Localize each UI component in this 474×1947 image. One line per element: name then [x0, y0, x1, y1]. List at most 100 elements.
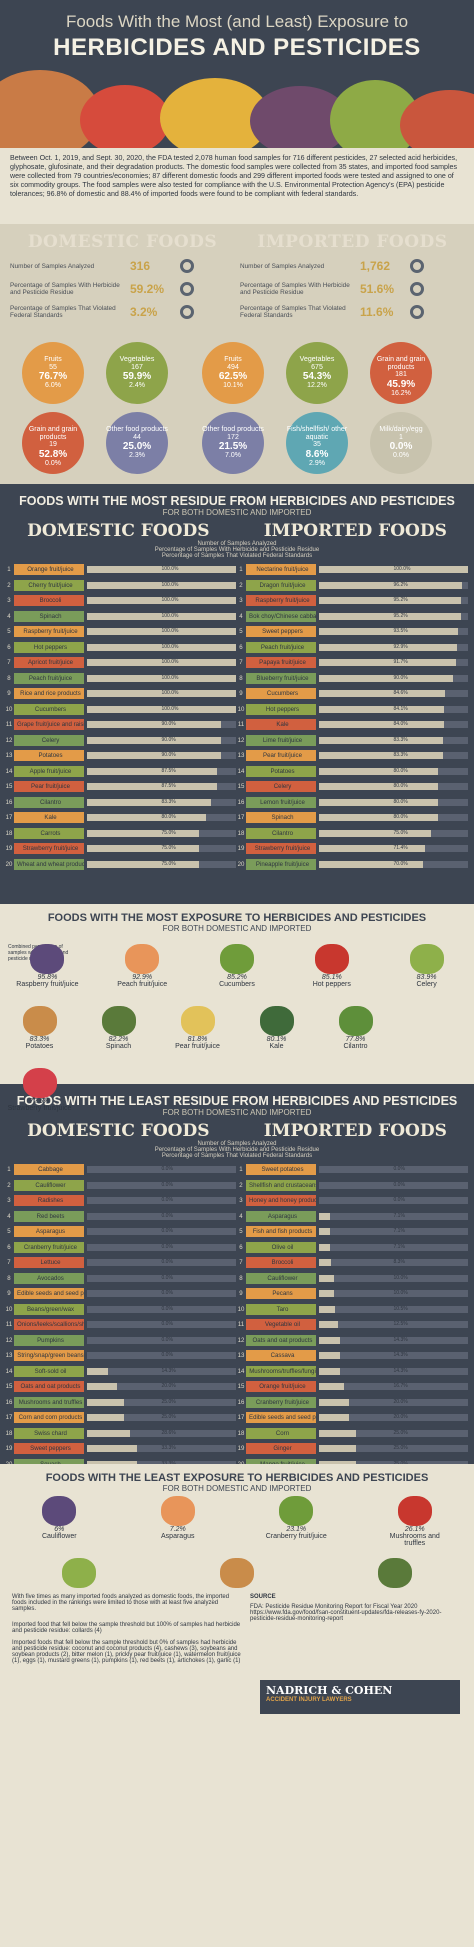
most-residue-value: 100.0%	[161, 597, 179, 603]
most-row-number: 1	[7, 566, 11, 573]
domestic-summary-row: Percentage of Samples That Violated Fede…	[10, 303, 235, 321]
exposure-food-icon	[409, 944, 444, 974]
least-residue-bar: 0.0%	[319, 1197, 468, 1204]
least-food-name: Honey and honey products	[246, 1195, 316, 1206]
most-food-name: Nectarine fruit/juice	[246, 564, 316, 575]
domestic-category-percent: 76.7%	[38, 371, 68, 383]
least-exposure-section: FOODS WITH THE LEAST EXPOSURE TO HERBICI…	[0, 1464, 474, 1609]
imported-summary-value: 11.6%	[360, 305, 394, 319]
imported-category-name: Milk/dairy/egg	[379, 426, 423, 433]
domestic-category-count: 44	[133, 433, 141, 441]
leastexp-food-percent: 23.1%	[286, 1526, 307, 1533]
least-residue-bar: 10.0%	[319, 1274, 468, 1282]
most-residue-fill	[87, 752, 222, 759]
least-food-name: Oats and oat products	[14, 1381, 84, 1392]
most-residue-fill	[319, 721, 445, 728]
least-residue-value: 20.0%	[161, 1383, 176, 1389]
least-row-number: 5	[7, 1228, 11, 1235]
least-domestic-row: 5 Asparagus 0.0%	[4, 1225, 236, 1238]
most-residue-fill	[87, 566, 236, 573]
imported-ring-icon	[410, 282, 424, 296]
most-residue-value: 100.0%	[161, 612, 179, 619]
most-residue-value: 95.2%	[393, 612, 408, 619]
most-imported-row: 10 Hot peppers 84.1%	[236, 703, 468, 716]
most-residue-fill	[87, 845, 199, 852]
least-residue-value: 0.0%	[161, 1181, 173, 1188]
most-imported-row: 8 Blueberry fruit/juice 90.0%	[236, 672, 468, 685]
least-residue-bar: 16.7%	[319, 1383, 468, 1390]
least-row-number: 4	[239, 1212, 243, 1220]
most-residue-value: 70.0%	[393, 860, 408, 867]
category-bubbles: Fruits 55 76.7% 6.0% Vegetables 167 59.9% 2.4% G…	[6, 342, 468, 482]
least-residue-bar: 0.0%	[87, 1212, 236, 1220]
least-residue-fill	[87, 1414, 125, 1421]
imported-summary-row: Number of Samples Analyzed 1,762	[240, 257, 465, 275]
title-line-1: Foods With the Most (and Least) Exposure…	[65, 12, 409, 31]
exposure-food-icon	[22, 1006, 57, 1036]
least-domestic-row: 15 Oats and oat products 20.0%	[4, 1380, 236, 1393]
most-residue-value: 80.0%	[393, 783, 408, 789]
most-residue-fill	[87, 628, 236, 635]
least-row-number: 7	[239, 1259, 243, 1266]
domestic-category-violation: 2.3%	[129, 452, 145, 460]
imported-summary-label: Number of Samples Analyzed	[240, 262, 325, 270]
least-domestic-row: 17 Corn and corn products 25.0%	[4, 1411, 236, 1424]
least-residue-value: 25.0%	[161, 1398, 176, 1405]
least-residue-bar: 14.3%	[319, 1352, 468, 1359]
imported-category-violation: 7.0%	[225, 452, 241, 460]
imported-category-violation: 2.9%	[309, 460, 325, 468]
most-residue-value: 84.1%	[393, 705, 408, 712]
most-residue-fill	[87, 767, 218, 775]
least-food-name: Cranberry fruit/juice	[246, 1396, 316, 1408]
imported-summary: IMPORTED FOODS Number of Samples Analyze…	[240, 232, 465, 321]
most-residue-fill	[87, 597, 236, 604]
domestic-category-violation: 0.0%	[45, 460, 61, 468]
most-food-name: Rice and rice products	[14, 688, 84, 699]
most-residue-value: 96.2%	[393, 581, 408, 588]
exposure-food-item: 72.6% Strawberry fruit/juice	[5, 1068, 75, 1112]
most-residue-value: 90.0%	[161, 736, 176, 743]
most-residue-value: 87.5%	[161, 767, 176, 774]
least-food-name: Olive oil	[246, 1241, 316, 1253]
least-row-number: 15	[5, 1383, 13, 1390]
least-residue-value: 10.0%	[393, 1274, 408, 1281]
most-food-name: Peach fruit/juice	[246, 641, 316, 653]
exposure-food-item: 85.2% Cucumbers	[202, 944, 272, 988]
least-residue-value: 25.0%	[393, 1445, 408, 1451]
least-domestic-row: 16 Mushrooms and truffles 25.0%	[4, 1396, 236, 1409]
most-residue-bar: 90.0%	[87, 736, 236, 744]
most-domestic-row: 19 Strawberry fruit/juice 75.0%	[4, 842, 236, 855]
least-residue-value: 16.7%	[393, 1383, 408, 1389]
exposure-food-icon	[220, 944, 254, 974]
exposure-food-icon	[180, 1006, 215, 1036]
most-residue-fill	[319, 814, 439, 821]
least-food-name: Corn and corn products	[14, 1412, 84, 1423]
most-residue-value: 80.0%	[161, 814, 176, 820]
least-imported-row: 13 Cassava 14.3%	[236, 1349, 468, 1362]
most-residue-bar: 80.0%	[319, 767, 468, 775]
most-row-number: 16	[5, 798, 13, 806]
tomato-illustration	[80, 85, 170, 148]
least-domestic-row: 18 Swiss chard 28.6%	[4, 1427, 236, 1440]
most-row-number: 7	[239, 659, 243, 666]
most-food-name: Strawberry fruit/juice	[14, 843, 84, 854]
least-imported-row: 11 Vegetable oil 12.5%	[236, 1318, 468, 1331]
least-residue-bar: 0.0%	[319, 1166, 468, 1173]
most-residue-fill	[319, 612, 461, 620]
most-row-number: 9	[7, 690, 11, 697]
imported-category-count: 181	[395, 371, 407, 379]
most-residue-fill	[319, 829, 431, 837]
least-residue-fill	[319, 1445, 357, 1452]
most-residue-value: 83.3%	[393, 736, 408, 743]
most-row-number: 19	[237, 845, 245, 852]
most-row-number: 6	[239, 643, 243, 651]
least-residue-bar: 0.0%	[87, 1243, 236, 1251]
most-food-name: Apricot fruit/juice	[14, 657, 84, 668]
most-food-name: Celery	[14, 734, 84, 746]
most-residue-bar: 96.2%	[319, 581, 468, 589]
most-residue-fill	[319, 798, 439, 806]
least-residue-value: 0.0%	[393, 1166, 405, 1172]
exposure-food-icon	[259, 1006, 294, 1036]
most-imported-row: 13 Pear fruit/juice 83.3%	[236, 749, 468, 762]
